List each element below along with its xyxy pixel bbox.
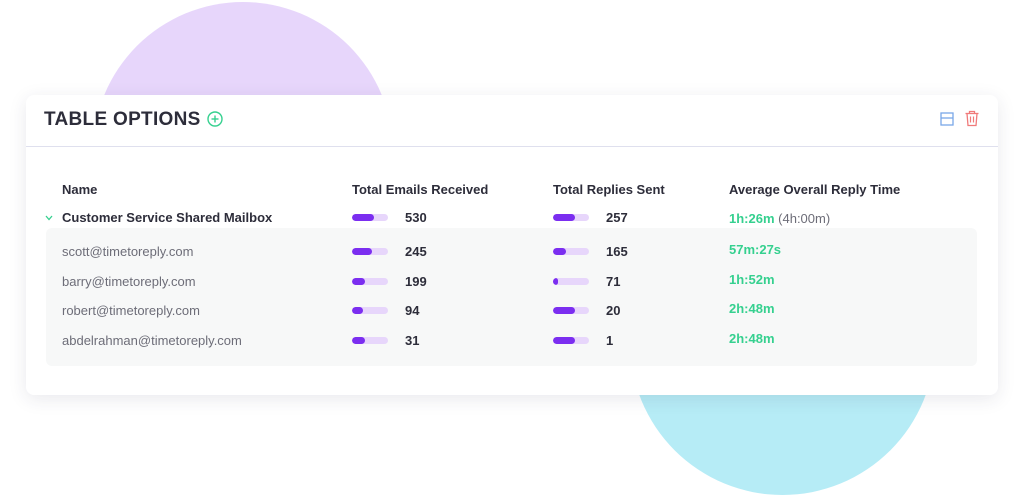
replies-progress-bar (553, 307, 589, 314)
plus-circle-icon[interactable] (207, 111, 223, 127)
reply-time-value: 57m:27s (729, 242, 782, 257)
reply-time-target: (4h:00m) (778, 211, 831, 226)
emails-progress-bar (352, 307, 388, 314)
reply-time-value: 2h:48m (729, 331, 775, 346)
reply-time-value: 1h:52m (729, 272, 775, 287)
replies-count: 20 (606, 303, 621, 318)
card-header: TABLE OPTIONS (26, 95, 998, 147)
layout-icon[interactable] (940, 112, 954, 126)
row-email: abdelrahman@timetoreply.com (62, 333, 242, 348)
replies-count: 71 (606, 274, 621, 289)
emails-count: 530 (405, 210, 427, 225)
emails-progress-bar (352, 214, 388, 221)
row-email: scott@timetoreply.com (62, 244, 194, 259)
replies-progress-bar (553, 337, 589, 344)
table-row[interactable]: scott@timetoreply.com 245 165 57m:27s (26, 241, 998, 263)
trash-icon[interactable] (964, 110, 980, 127)
replies-progress-bar (553, 248, 589, 255)
replies-count: 1 (606, 333, 614, 348)
table-row[interactable]: barry@timetoreply.com 199 71 1h:52m (26, 271, 998, 293)
emails-count: 94 (405, 303, 420, 318)
reply-time: 1h:26m (4h:00m) (729, 211, 830, 226)
reply-time-value: 1h:26m (729, 211, 775, 226)
table-row-group[interactable]: Customer Service Shared Mailbox 530 257 … (26, 207, 998, 229)
emails-count: 245 (405, 244, 427, 259)
column-header-reply-time[interactable]: Average Overall Reply Time (729, 182, 901, 197)
replies-progress-bar (553, 278, 589, 285)
replies-count: 257 (606, 210, 628, 225)
emails-count: 31 (405, 333, 420, 348)
card-title: TABLE OPTIONS (44, 109, 201, 130)
table-row[interactable]: abdelrahman@timetoreply.com 31 1 2h:48m (26, 330, 998, 352)
emails-progress-bar (352, 337, 388, 344)
replies-count: 165 (606, 244, 628, 259)
group-children-panel (46, 228, 977, 366)
column-header-name[interactable]: Name (62, 182, 98, 197)
column-header-emails[interactable]: Total Emails Received (352, 182, 489, 197)
emails-progress-bar (352, 248, 388, 255)
group-name: Customer Service Shared Mailbox (62, 210, 273, 225)
row-email: robert@timetoreply.com (62, 303, 200, 318)
emails-progress-bar (352, 278, 388, 285)
table-options-card: TABLE OPTIONS Name Total Emails Received… (26, 95, 998, 395)
row-email: barry@timetoreply.com (62, 274, 196, 289)
column-header-replies[interactable]: Total Replies Sent (553, 182, 665, 197)
chevron-down-icon[interactable] (45, 215, 53, 221)
replies-progress-bar (553, 214, 589, 221)
reply-time-value: 2h:48m (729, 301, 775, 316)
emails-count: 199 (405, 274, 427, 289)
table-row[interactable]: robert@timetoreply.com 94 20 2h:48m (26, 300, 998, 322)
